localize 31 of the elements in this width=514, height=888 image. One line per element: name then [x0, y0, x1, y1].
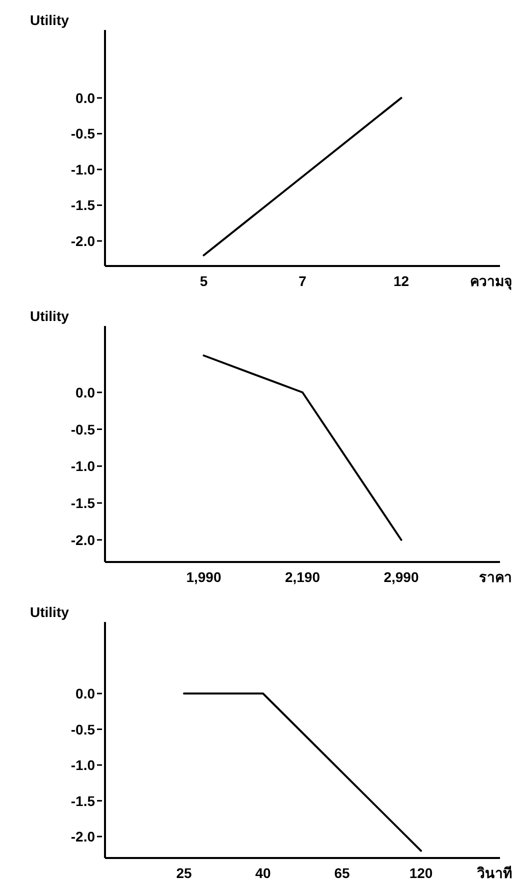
y-axis-title: Utility [30, 12, 70, 28]
x-tick-label: 40 [255, 865, 271, 881]
x-tick-label: 120 [409, 865, 433, 881]
x-tick-label: 2,990 [384, 569, 419, 585]
x-tick-label: 25 [176, 865, 192, 881]
y-tick-label: -0.5 [70, 721, 96, 738]
x-axis-title: วินาที [476, 865, 512, 881]
y-tick-label: 0.0 [76, 686, 96, 702]
x-axis-title: ราคา [479, 569, 512, 585]
y-tick-label: -0.5 [70, 126, 96, 142]
y-tick-label: -1.5 [70, 197, 96, 214]
y-tick-label: -2.0 [70, 532, 96, 548]
y-tick-label: -1.0 [70, 161, 96, 178]
y-tick-label: -1.0 [70, 458, 96, 474]
y-tick-label: -2.0 [70, 828, 96, 845]
y-axis-title: Utility [30, 308, 70, 324]
x-tick-label: 2,190 [284, 569, 320, 585]
y-tick-label: -2.0 [70, 232, 96, 249]
y-axis-title: Utility [30, 604, 70, 620]
x-tick-label: 1,990 [186, 569, 222, 585]
x-tick-label: 7 [298, 273, 307, 289]
y-tick-label: 0.0 [76, 90, 96, 106]
y-tick-label: 0.0 [76, 384, 96, 400]
x-tick-label: 12 [393, 273, 410, 289]
y-tick-label: -1.0 [70, 757, 96, 774]
x-tick-label: 5 [200, 273, 208, 289]
y-tick-label: -0.5 [70, 421, 96, 438]
y-tick-label: -1.5 [70, 792, 96, 809]
x-tick-label: 65 [334, 865, 350, 881]
y-tick-label: -1.5 [70, 495, 96, 511]
x-axis-title: ความจุ [470, 273, 512, 290]
